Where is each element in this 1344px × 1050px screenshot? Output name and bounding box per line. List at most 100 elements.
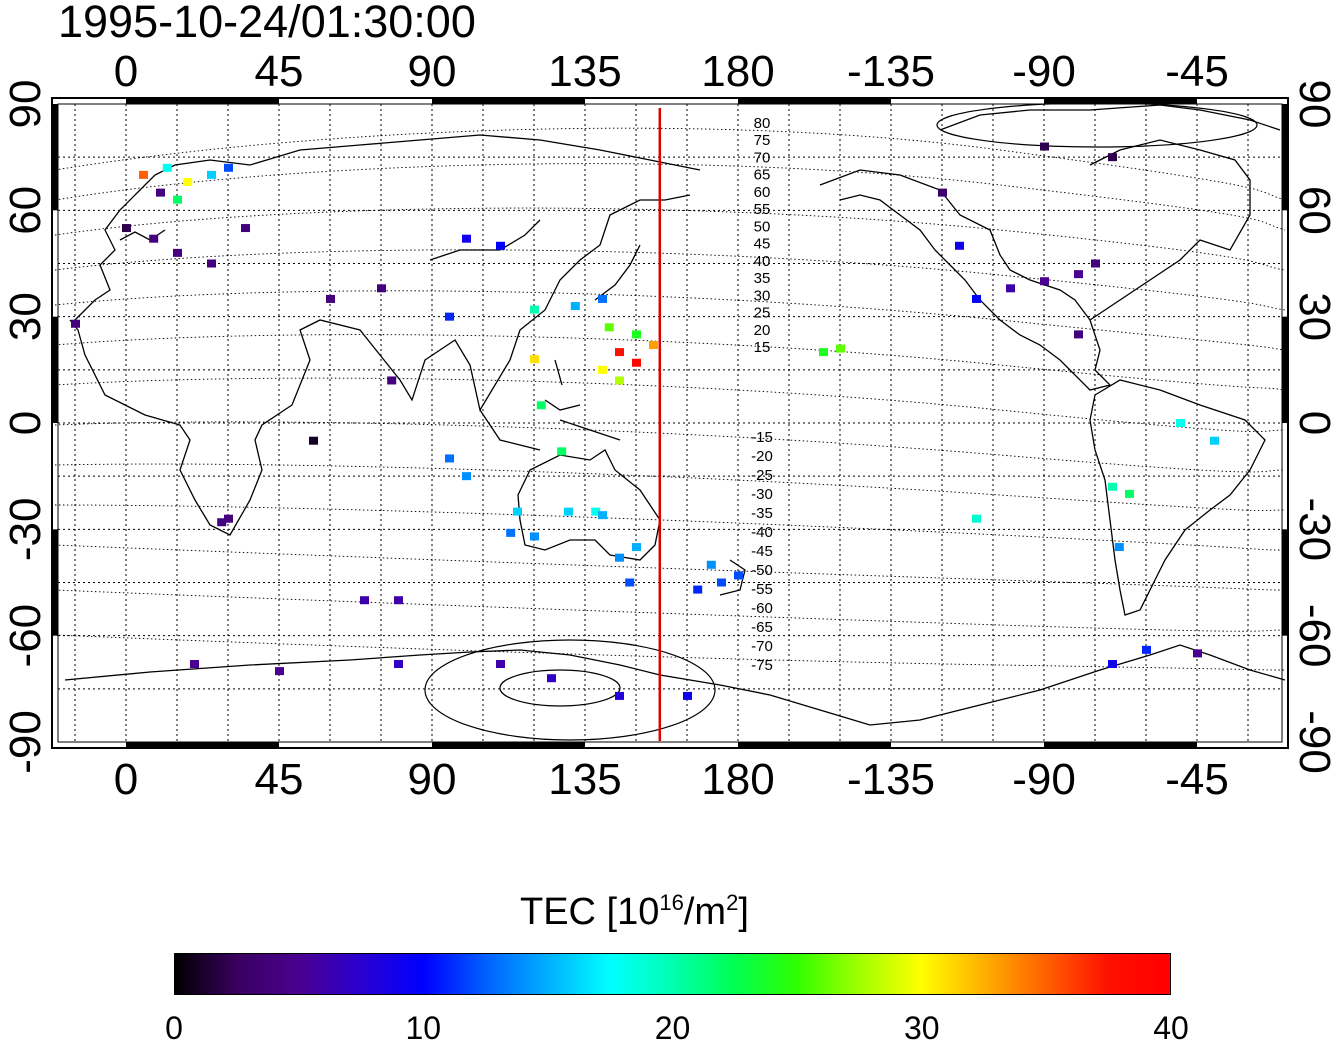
tec-point — [224, 163, 233, 172]
top-lon-tick-label: 90 — [408, 47, 457, 96]
mlat-label: -55 — [751, 581, 773, 598]
mlat-label: -60 — [751, 600, 773, 617]
mlat-label: 45 — [754, 236, 771, 253]
graticule — [58, 104, 1282, 742]
right-lat-tick-label: 90 — [1290, 80, 1339, 129]
tec-point — [156, 188, 165, 197]
tec-point — [1108, 153, 1117, 162]
left-lat-tick-label: -60 — [1, 604, 50, 668]
right-lat-tick-label: 30 — [1290, 292, 1339, 341]
mlat-label: 80 — [754, 115, 771, 132]
mlat-label: -35 — [751, 505, 773, 522]
right-lat-labels: 90 60 30 0 -30 -60 -90 — [1290, 80, 1339, 774]
tec-point — [387, 376, 397, 385]
left-lat-tick-label: 0 — [1, 411, 50, 435]
tec-point — [683, 691, 692, 700]
left-lat-tick-label: 60 — [1, 186, 50, 235]
colorbar-unit: /m — [683, 891, 727, 933]
tec-point — [1091, 259, 1100, 268]
left-tick-bar — [52, 316, 58, 423]
tec-point — [173, 195, 182, 204]
bottom-tick-bar — [1044, 742, 1197, 748]
mlat-label: -25 — [751, 467, 773, 484]
top-lon-tick-label: 45 — [255, 47, 304, 96]
tec-point — [530, 305, 539, 314]
coastline-layer — [64, 104, 1286, 726]
axis-tick-bars — [52, 98, 1288, 748]
tec-point — [162, 163, 172, 172]
mlat-label: -75 — [751, 657, 773, 674]
colorbar-title: TEC [1016/m2] — [520, 890, 749, 934]
tec-point — [598, 511, 607, 520]
bottom-lon-tick-label: -90 — [1012, 755, 1076, 804]
mlat-label: -20 — [751, 448, 773, 465]
tec-point — [717, 578, 726, 587]
left-lat-tick-label: -30 — [1, 498, 50, 562]
tec-point — [1006, 284, 1015, 293]
tec-point — [462, 234, 471, 243]
right-lat-tick-label: 60 — [1290, 186, 1339, 235]
bottom-lon-tick-label: 0 — [114, 755, 138, 804]
mlat-label: 25 — [754, 305, 771, 322]
right-lat-tick-label: -60 — [1290, 604, 1339, 668]
tec-point — [377, 284, 386, 293]
magnetic-pole-contours — [424, 102, 1258, 741]
tec-point — [836, 344, 845, 353]
colorbar-tick: 10 — [405, 1010, 442, 1046]
tec-point — [734, 571, 743, 580]
colorbar-tick: 0 — [165, 1010, 183, 1046]
mlat-label: 20 — [754, 322, 771, 339]
tec-point — [1125, 489, 1134, 498]
colorbar-title-text: TEC [10 — [520, 891, 660, 933]
tec-point — [190, 660, 199, 669]
colorbar-bracket: ] — [738, 891, 749, 933]
right-lat-tick-label: 0 — [1290, 411, 1339, 435]
colorbar — [174, 953, 1171, 995]
tec-point — [557, 447, 567, 456]
top-lon-tick-label: -90 — [1012, 47, 1076, 96]
bottom-lon-tick-label: 90 — [408, 755, 457, 804]
tec-point — [506, 528, 516, 537]
tec-point — [1142, 645, 1151, 654]
left-tick-bar — [52, 104, 58, 211]
mlat-label: 30 — [754, 287, 771, 304]
top-lon-tick-label: 0 — [114, 47, 138, 96]
bottom-tick-bar — [432, 742, 585, 748]
tec-point — [938, 188, 947, 197]
mlat-label: 15 — [754, 339, 771, 356]
tec-point — [207, 259, 216, 268]
bottom-lon-tick-label: 135 — [548, 755, 621, 804]
tec-point — [955, 241, 964, 250]
bottom-lon-tick-label: -135 — [847, 755, 935, 804]
tec-point — [649, 341, 658, 350]
right-tick-bar — [1282, 104, 1288, 211]
tec-point — [1040, 142, 1049, 151]
tec-point — [615, 691, 624, 700]
colorbar-unit-exponent: 2 — [726, 890, 739, 915]
tec-point — [309, 436, 318, 445]
tec-point — [1193, 649, 1202, 658]
right-tick-bar — [1282, 529, 1288, 636]
tec-point — [71, 319, 80, 328]
tec-point — [241, 224, 250, 233]
mlat-label: 50 — [754, 218, 771, 235]
tec-point — [496, 241, 505, 250]
mlat-label: -65 — [751, 619, 773, 636]
mlat-label: -30 — [751, 486, 773, 503]
tec-point — [615, 348, 624, 357]
tec-point — [530, 532, 539, 541]
tec-point — [394, 660, 403, 669]
colorbar-tick-labels: 0 10 20 30 40 — [165, 1010, 1189, 1050]
tec-point — [1114, 543, 1124, 552]
tec-map: 0 45 90 135 180 -135 -90 -45 0 45 90 135 180 -135 -90… — [1, 47, 1339, 804]
colorbar-exponent: 16 — [659, 890, 684, 915]
tec-point — [139, 170, 148, 179]
tec-point — [564, 507, 573, 516]
bottom-tick-bar — [738, 742, 891, 748]
tec-point — [604, 323, 614, 332]
tec-point — [819, 348, 828, 357]
tec-point — [1074, 270, 1083, 279]
top-lon-tick-label: -135 — [847, 47, 935, 96]
right-lat-tick-label: -90 — [1290, 710, 1339, 774]
